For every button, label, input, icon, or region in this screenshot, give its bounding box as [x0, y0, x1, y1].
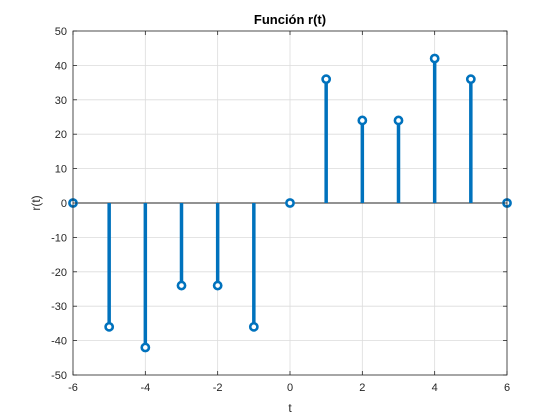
stem-marker — [321, 74, 332, 85]
y-tick-label: -20 — [51, 267, 67, 279]
y-tick-label: 0 — [61, 198, 67, 210]
x-tick-label: 0 — [287, 382, 293, 394]
chart-title: Función r(t) — [254, 12, 326, 27]
stems — [68, 53, 512, 353]
y-tick-label: 10 — [55, 164, 67, 176]
stem-marker — [104, 321, 115, 332]
stem-marker — [176, 280, 187, 291]
stem-marker — [357, 115, 368, 126]
stem-marker — [393, 115, 404, 126]
x-axis-label: t — [288, 401, 292, 415]
y-ticks: -50 -40 -30 -20 -10 0 10 20 30 40 50 — [51, 26, 507, 382]
y-tick-label: -40 — [51, 336, 67, 348]
y-tick-label: -10 — [51, 232, 67, 244]
stem-marker — [140, 342, 151, 353]
x-tick-label: -4 — [140, 382, 150, 394]
y-tick-label: 30 — [55, 95, 67, 107]
x-ticks: -6 -4 -2 0 2 4 6 — [68, 31, 510, 394]
x-tick-label: 4 — [432, 382, 438, 394]
y-tick-label: 50 — [55, 26, 67, 38]
x-tick-label: 2 — [359, 382, 365, 394]
stem-marker — [212, 280, 223, 291]
y-tick-label: 40 — [55, 60, 67, 72]
y-axis-label: r(t) — [29, 195, 43, 210]
x-tick-label: -6 — [68, 382, 78, 394]
y-tick-label: -30 — [51, 301, 67, 313]
stem-marker — [285, 198, 295, 208]
x-tick-label: -2 — [213, 382, 223, 394]
stem-marker — [465, 74, 476, 85]
y-tick-label: 20 — [55, 129, 67, 141]
stem-marker — [429, 53, 440, 64]
stem-marker — [248, 321, 259, 332]
x-tick-label: 6 — [504, 382, 510, 394]
y-tick-label: -50 — [51, 370, 67, 382]
